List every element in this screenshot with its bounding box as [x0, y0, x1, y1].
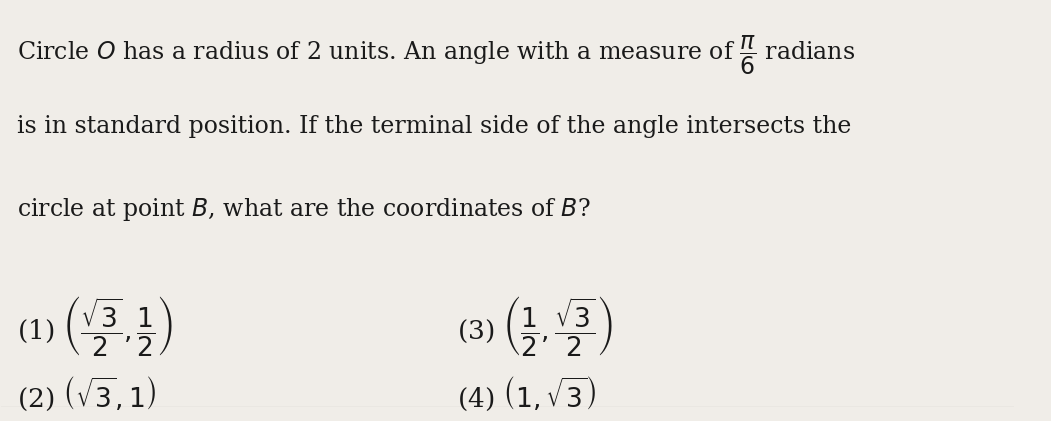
Text: (3) $\left(\dfrac{1}{2},\dfrac{\sqrt{3}}{2}\right)$: (3) $\left(\dfrac{1}{2},\dfrac{\sqrt{3}}… [457, 294, 613, 358]
Text: (4) $\left(1,\sqrt{3}\right)$: (4) $\left(1,\sqrt{3}\right)$ [457, 375, 596, 413]
Text: Circle $O$ has a radius of 2 units. An angle with a measure of $\dfrac{\pi}{6}$ : Circle $O$ has a radius of 2 units. An a… [17, 34, 854, 77]
Text: is in standard position. If the terminal side of the angle intersects the: is in standard position. If the terminal… [17, 115, 851, 138]
Text: circle at point $B$, what are the coordinates of $B$?: circle at point $B$, what are the coordi… [17, 196, 591, 223]
Text: (2) $\left(\sqrt{3},1\right)$: (2) $\left(\sqrt{3},1\right)$ [17, 375, 156, 413]
Text: (1) $\left(\dfrac{\sqrt{3}}{2},\dfrac{1}{2}\right)$: (1) $\left(\dfrac{\sqrt{3}}{2},\dfrac{1}… [17, 294, 172, 358]
